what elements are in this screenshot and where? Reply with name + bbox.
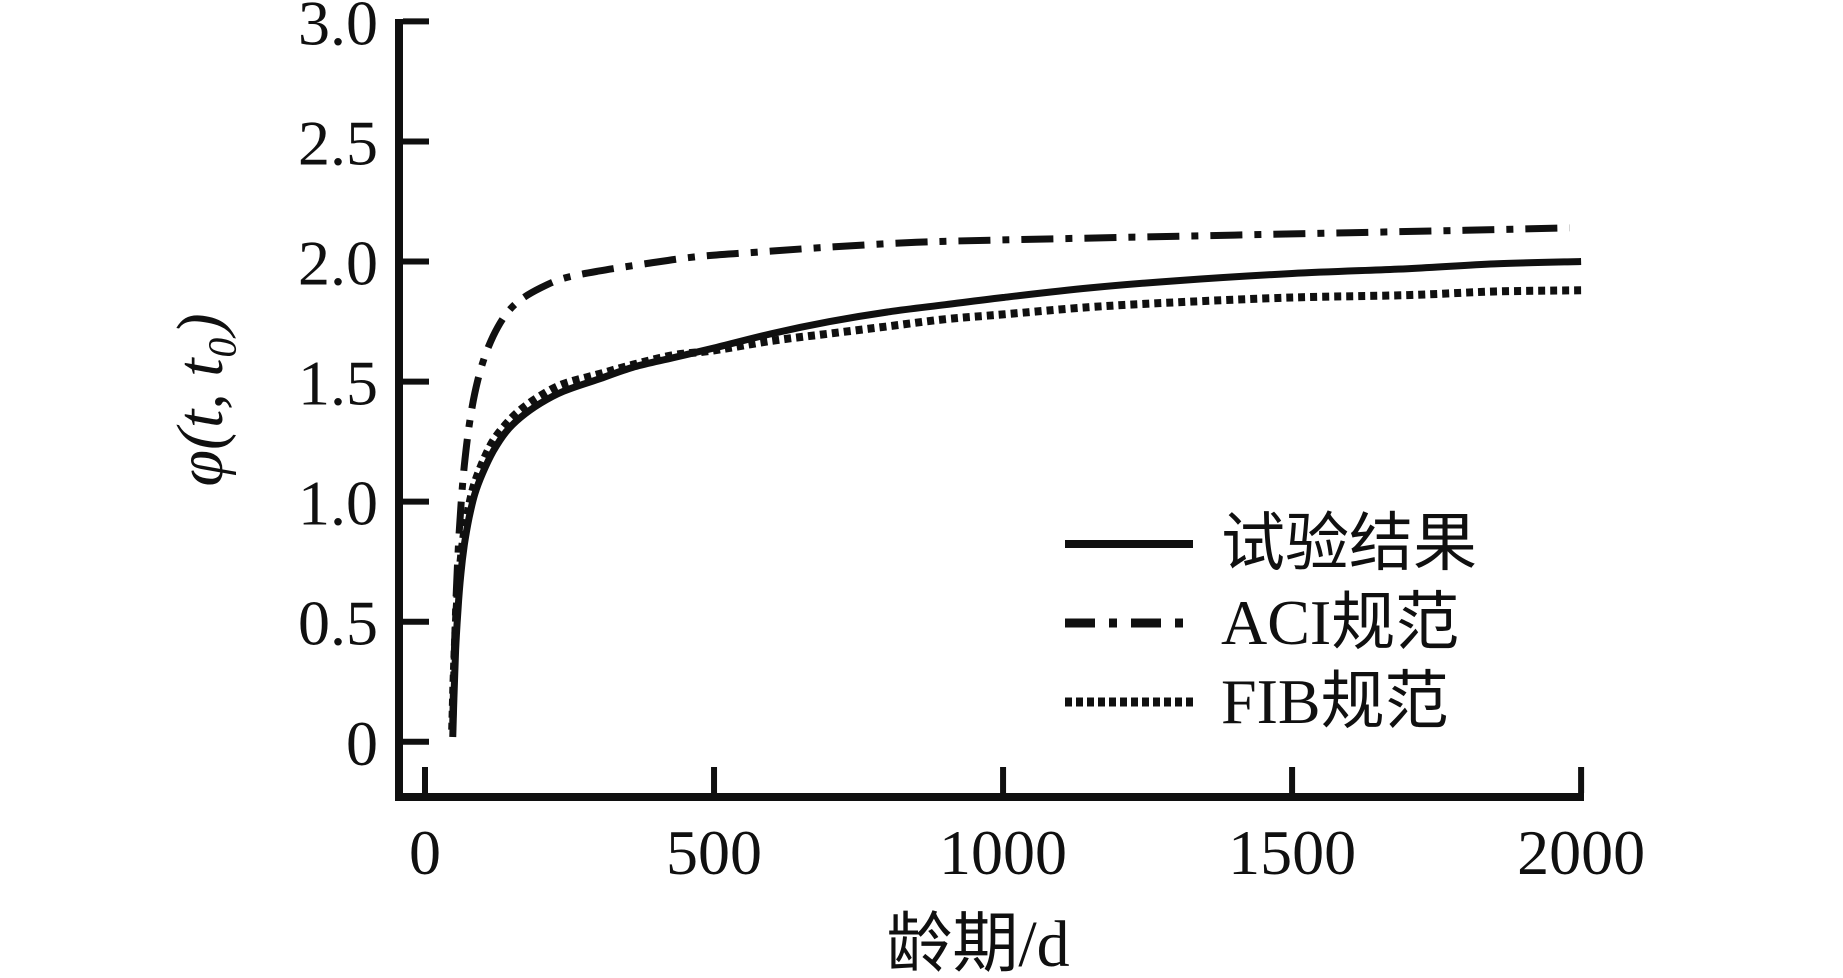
legend-swatch-dash-dot: [1065, 618, 1193, 627]
y-tick-label: 1.5: [298, 348, 378, 419]
legend-item-2: ACI规范: [1063, 583, 1477, 662]
legend: 试验结果 ACI规范 FIB规范: [1063, 504, 1477, 741]
x-tick-label: 500: [666, 817, 762, 888]
x-tick-label: 2000: [1517, 817, 1645, 888]
series-curve-dotted: [448, 286, 1582, 730]
x-axis-title: 龄期/d: [886, 908, 1069, 978]
y-axis-title: φ(t, t₀): [164, 313, 237, 486]
x-tick-label: 1500: [1228, 817, 1356, 888]
axis-spines: [395, 19, 1584, 801]
legend-swatch-solid: [1065, 539, 1193, 548]
y-tick-label: 2.0: [298, 228, 378, 299]
y-tick-label: 0.5: [298, 588, 378, 659]
series-group: [448, 224, 1582, 738]
x-tick-label: 1000: [939, 817, 1067, 888]
legend-item-1: 试验结果: [1063, 504, 1477, 583]
y-tick-label: 1.0: [298, 468, 378, 539]
axes: 0 0.5 1.0 1.5 2.0 2.5 3.0 0 500 1000 1500 2000: [298, 0, 1645, 888]
y-tick-label: 3.0: [298, 0, 378, 58]
legend-label: 试验结果: [1221, 508, 1477, 579]
series-curve-dash-dot: [449, 224, 1570, 723]
legend-label: FIB规范: [1221, 666, 1449, 737]
legend-item-3: FIB规范: [1063, 662, 1477, 741]
y-tick-label: 0: [346, 708, 378, 779]
legend-label: ACI规范: [1221, 587, 1460, 658]
x-tick-label: 0: [409, 817, 441, 888]
y-tick-label: 2.5: [298, 107, 378, 178]
legend-swatch-dotted: [1065, 697, 1193, 706]
